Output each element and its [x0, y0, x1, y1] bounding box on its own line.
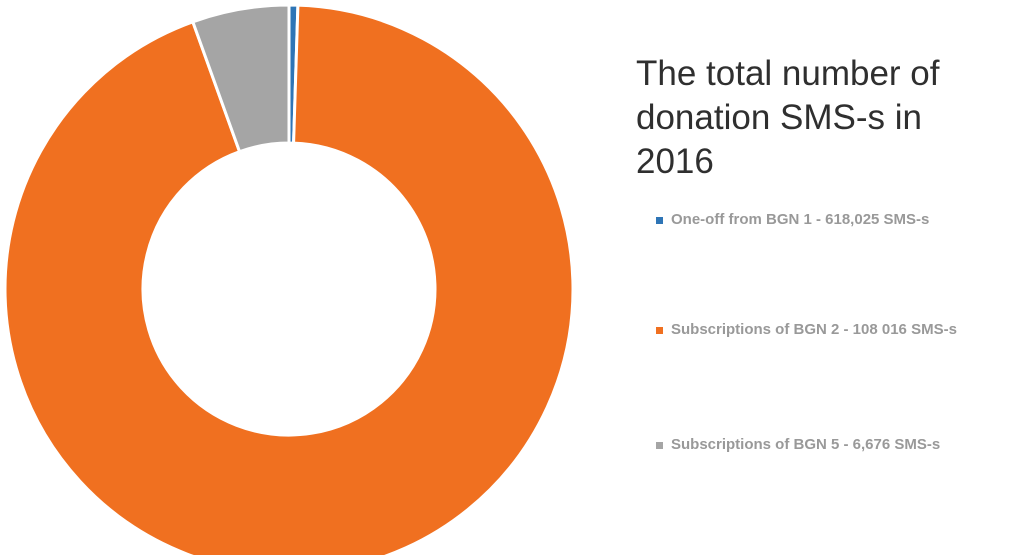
legend-swatch-bgn2	[656, 327, 663, 334]
legend-item-one-off: One-off from BGN 1 - 618,025 SMS-s	[656, 210, 1006, 230]
legend-item-bgn5: Subscriptions of BGN 5 - 6,676 SMS-s	[656, 435, 1006, 455]
donut-slices	[3, 3, 575, 555]
slice-bgn2	[3, 3, 575, 555]
legend-label-bgn5: Subscriptions of BGN 5 - 6,676 SMS-s	[671, 436, 941, 453]
chart-title: The total number of donation SMS-s in 20…	[636, 54, 940, 181]
legend-swatch-one-off	[656, 217, 663, 224]
legend-swatch-bgn5	[656, 442, 663, 449]
legend-label-one-off: One-off from BGN 1 - 618,025 SMS-s	[671, 211, 930, 228]
slice-bgn5	[191, 3, 291, 154]
legend-label-bgn2: Subscriptions of BGN 2 - 108 016 SMS-s	[671, 321, 957, 338]
legend-item-bgn2: Subscriptions of BGN 2 - 108 016 SMS-s	[656, 320, 1006, 340]
